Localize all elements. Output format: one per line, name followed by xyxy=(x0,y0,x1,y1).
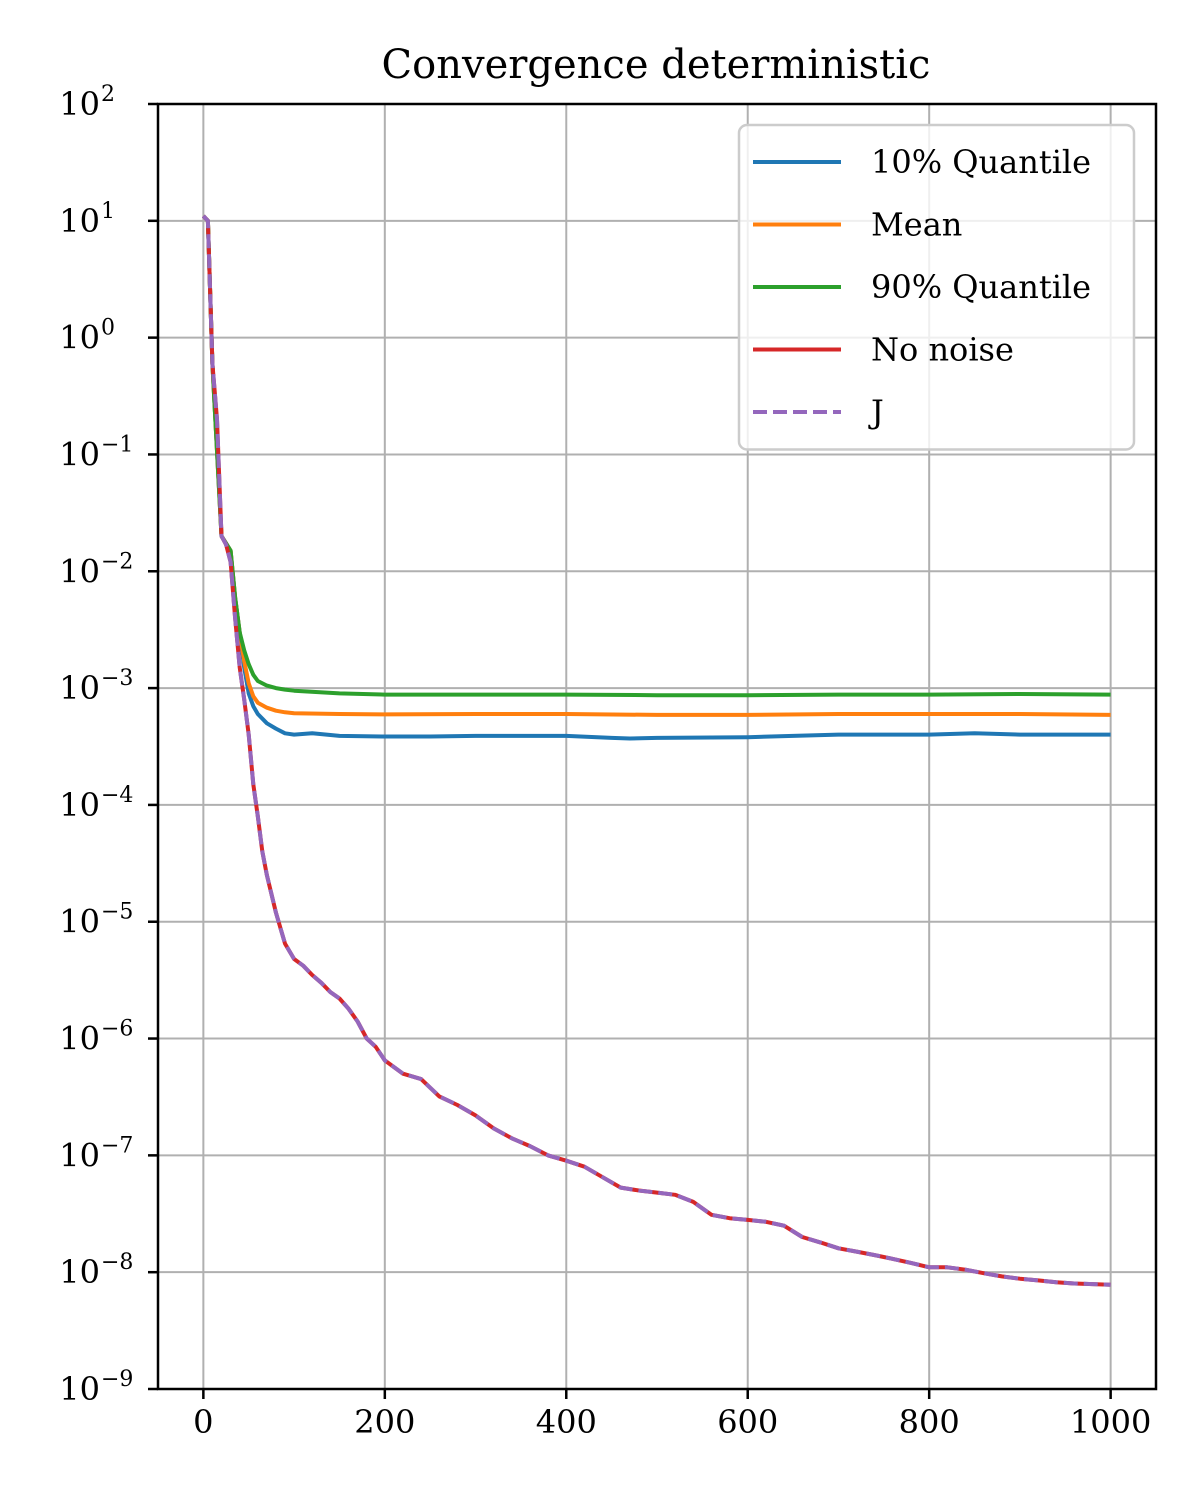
y-tick-label: 10 xyxy=(59,435,100,473)
y-tick-label: 10 xyxy=(59,1136,100,1174)
y-tick-label: 10 xyxy=(59,1020,100,1058)
y-tick-exponent: −7 xyxy=(101,1133,133,1158)
series-line-j xyxy=(201,214,1111,1287)
y-tick-exponent: −1 xyxy=(101,432,133,457)
legend-label: J xyxy=(868,393,884,431)
y-tick-exponent: −2 xyxy=(101,549,133,574)
y-tick-exponent: −4 xyxy=(101,783,133,808)
y-tick-exponent: −9 xyxy=(101,1367,133,1392)
chart-title: Convergence deterministic xyxy=(382,42,931,88)
legend-label: Mean xyxy=(871,206,962,244)
y-tick-label: 10 xyxy=(59,1253,100,1291)
legend-label: 10% Quantile xyxy=(871,143,1091,181)
series-line-90-quantile xyxy=(201,214,1111,698)
x-tick-label: 0 xyxy=(193,1403,213,1441)
y-tick-exponent: 1 xyxy=(101,199,115,224)
y-tick-exponent: 0 xyxy=(101,316,115,341)
plot-lines xyxy=(201,214,1111,1287)
x-tick-label: 1000 xyxy=(1070,1403,1151,1441)
y-tick-label: 10 xyxy=(59,202,100,240)
x-tick-label: 200 xyxy=(354,1403,415,1441)
x-tick-label: 600 xyxy=(717,1403,778,1441)
x-tick-label: 800 xyxy=(899,1403,960,1441)
y-tick-exponent: −8 xyxy=(101,1250,133,1275)
y-tick-exponent: −5 xyxy=(101,900,133,925)
y-tick-label: 10 xyxy=(59,1370,100,1408)
y-tick-exponent: −3 xyxy=(101,666,133,691)
y-tick-label: 10 xyxy=(59,669,100,707)
x-tick-label: 400 xyxy=(536,1403,597,1441)
legend: 10% Quantile Mean 90% Quantile No noise J xyxy=(737,123,1136,451)
y-tick-label: 10 xyxy=(59,85,100,123)
y-tick-exponent: 2 xyxy=(101,82,115,107)
y-tick-label: 10 xyxy=(59,319,100,357)
y-tick-label: 10 xyxy=(59,903,100,941)
y-tick-exponent: −6 xyxy=(101,1017,133,1042)
legend-label: No noise xyxy=(871,331,1014,369)
legend-label: 90% Quantile xyxy=(871,268,1091,306)
legend-box xyxy=(737,123,1136,451)
plot-frame xyxy=(156,102,1158,1391)
y-tick-label: 10 xyxy=(59,786,100,824)
y-tick-label: 10 xyxy=(59,552,100,590)
